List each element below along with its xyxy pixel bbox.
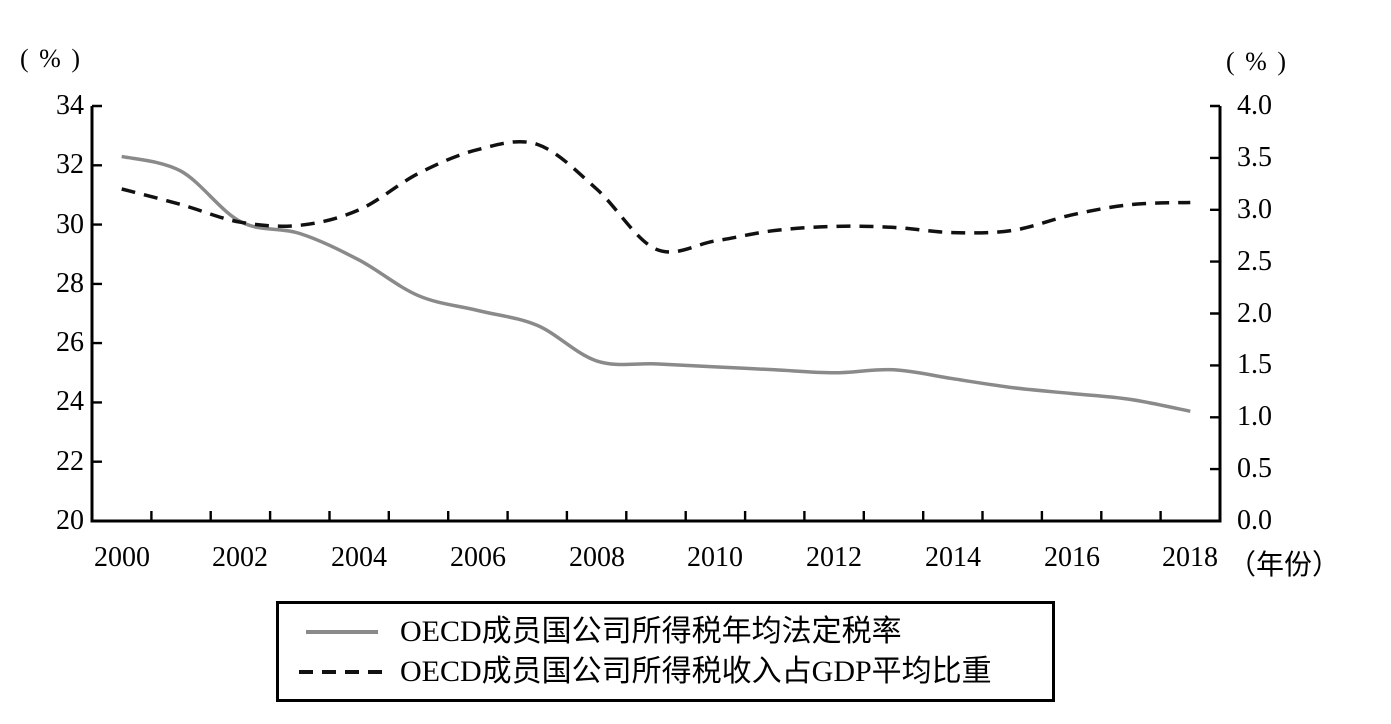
left-axis-tick-label: 22 [56, 446, 84, 477]
right-axis-tick-label: 2.0 [1237, 298, 1272, 329]
x-axis-tick-label: 2002 [212, 542, 268, 573]
legend-label-gdp-share: OECD成员国公司所得税收入占GDP平均比重 [400, 654, 992, 688]
left-axis-tick-label: 24 [56, 386, 84, 417]
legend: OECD成员国公司所得税年均法定税率 OECD成员国公司所得税收入占GDP平均比… [276, 601, 1055, 702]
series-line-gdp-share [121, 139, 1191, 254]
axis-frame [90, 106, 1222, 523]
x-axis-tick-label: 2006 [450, 542, 506, 573]
axis-ticks [92, 104, 1220, 521]
x-axis-tick-label: 2010 [687, 542, 743, 573]
x-axis-tick-label: 2008 [569, 542, 625, 573]
left-axis-tick-label: 34 [56, 90, 84, 121]
right-axis-unit-label: ( % ) [1226, 47, 1288, 76]
legend-label-statutory-rate: OECD成员国公司所得税年均法定税率 [400, 614, 902, 648]
right-axis-tick-label: 2.5 [1237, 246, 1272, 277]
right-axis-tick-label: 3.0 [1237, 194, 1272, 225]
legend-item-statutory-rate: OECD成员国公司所得税年均法定税率 [299, 615, 1052, 649]
right-axis-tick-label: 4.0 [1237, 90, 1272, 121]
x-axis-tick-label: 2000 [94, 542, 150, 573]
right-axis-tick-label: 0.0 [1237, 505, 1272, 536]
right-axis-tick-label: 0.5 [1237, 453, 1272, 484]
left-axis-tick-label: 30 [56, 209, 84, 240]
x-axis-unit-label: （年份） [1228, 550, 1341, 581]
right-axis-tick-label: 1.0 [1237, 401, 1272, 432]
right-axis-tick-label: 3.5 [1237, 142, 1272, 173]
x-axis-tick-label: 2014 [925, 542, 981, 573]
legend-item-gdp-share: OECD成员国公司所得税收入占GDP平均比重 [299, 655, 1052, 689]
x-axis-tick-label: 2018 [1162, 542, 1218, 573]
legend-solid-line-sample [306, 629, 378, 634]
left-axis-tick-label: 32 [56, 149, 84, 180]
left-axis-tick-label: 26 [56, 327, 84, 358]
x-axis-tick-label: 2016 [1044, 542, 1100, 573]
x-axis-tick-label: 2012 [806, 542, 862, 573]
series-line-statutory-rate [121, 154, 1191, 414]
right-axis-tick-label: 1.5 [1237, 349, 1272, 380]
left-axis-tick-label: 28 [56, 268, 84, 299]
x-axis-tick-label: 2004 [331, 542, 387, 573]
left-axis-unit-label: ( % ) [20, 44, 82, 73]
legend-dashed-line-sample [299, 669, 385, 674]
left-axis-tick-label: 20 [56, 505, 84, 536]
